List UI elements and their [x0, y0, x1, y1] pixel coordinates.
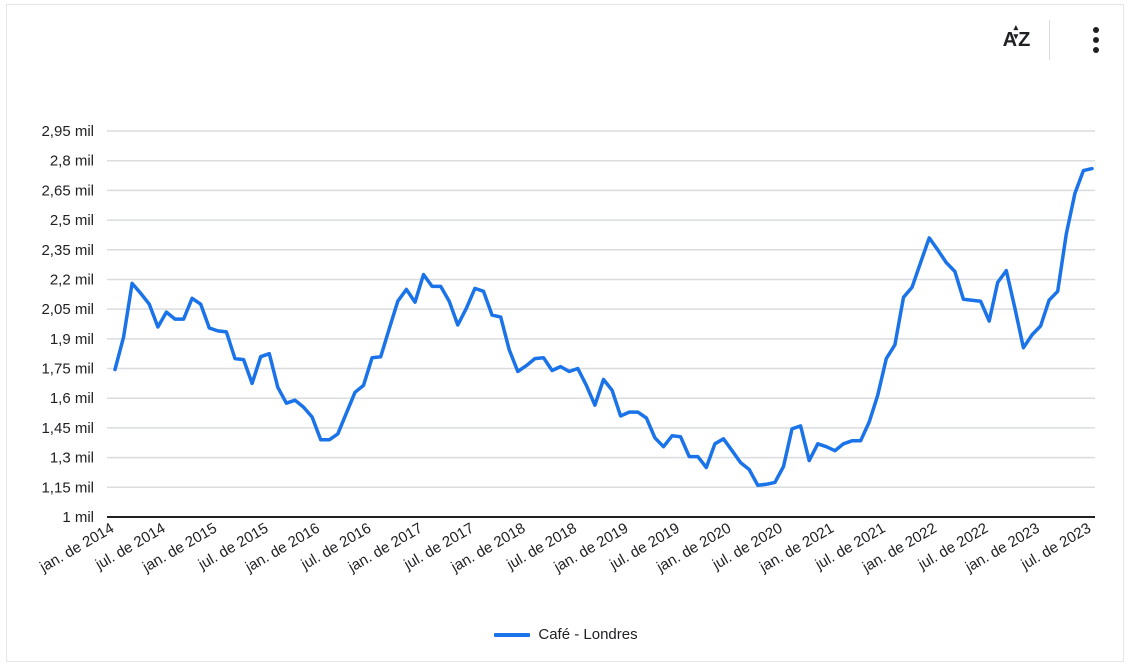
sort-az-button[interactable]: AZ ▴ ▾	[997, 20, 1037, 60]
chart-card	[6, 4, 1124, 662]
toolbar-divider	[1049, 20, 1050, 60]
sort-az-icon: AZ ▴ ▾	[1002, 22, 1032, 52]
sort-arrows-icon: ▴ ▾	[1013, 21, 1020, 41]
chart-toolbar: AZ ▴ ▾	[997, 20, 1116, 60]
legend-swatch-cafe-londres	[494, 633, 531, 638]
chart-legend: Café - Londres	[0, 626, 1132, 643]
legend-label-cafe-londres[interactable]: Café - Londres	[538, 626, 638, 643]
more-options-button[interactable]	[1076, 20, 1116, 60]
more-vert-icon	[1093, 27, 1099, 53]
sort-az-label: AZ	[1002, 28, 1032, 51]
